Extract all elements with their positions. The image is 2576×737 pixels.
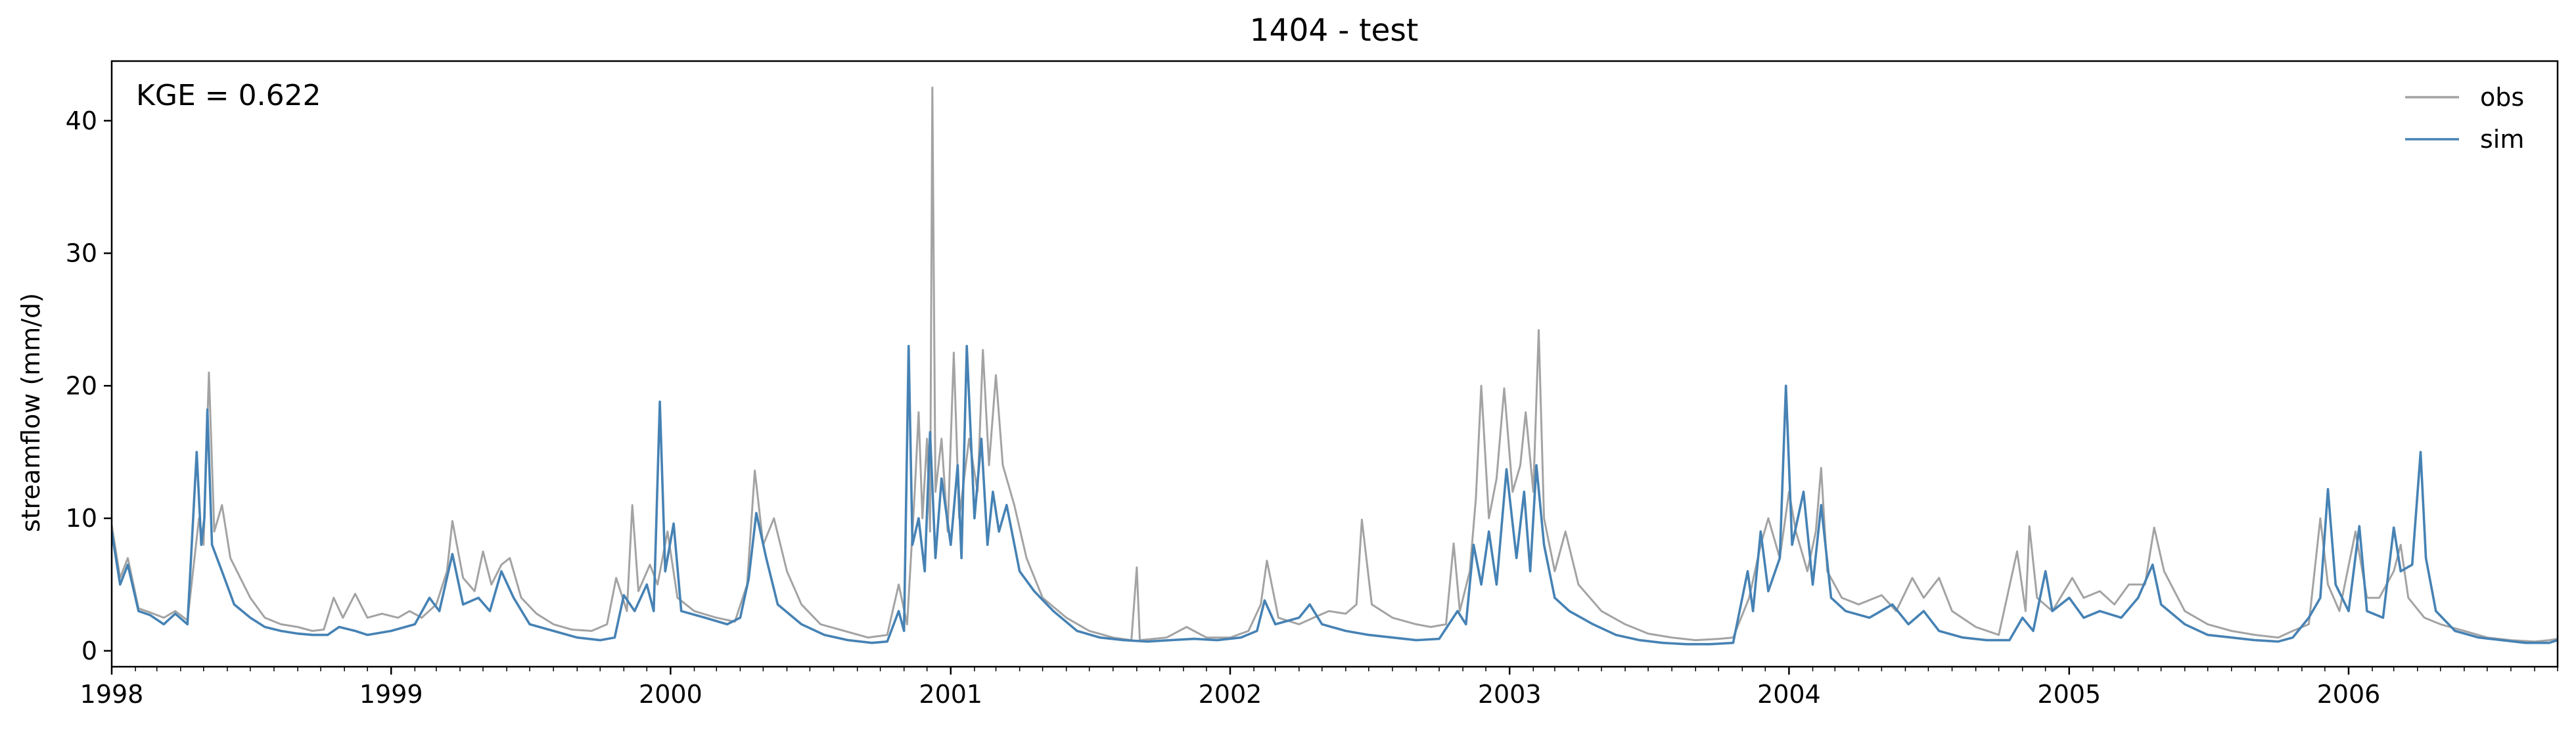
legend-label-obs: obs [2480,83,2524,112]
y-tick-label-40: 40 [66,106,97,135]
x-tick-label-2004: 2004 [1757,680,1821,709]
x-tick-label-1999: 1999 [359,680,423,709]
x-tick-label-2002: 2002 [1199,680,1262,709]
x-tick-label-2005: 2005 [2037,680,2101,709]
kge-annotation: KGE = 0.622 [136,79,321,112]
x-tick-label-1998: 1998 [80,680,144,709]
legend-label-sim: sim [2480,125,2524,154]
y-axis: 0 10 20 30 40 [66,106,112,665]
plot-area [110,60,2559,668]
series-line-sim [112,344,2558,646]
y-axis-label: streamflow (mm/d) [16,293,45,532]
series-layer [112,86,2558,646]
x-tick-label-2000: 2000 [639,680,702,709]
y-tick-label-20: 20 [66,371,97,400]
x-tick-label-2006: 2006 [2317,680,2381,709]
plot-frame [110,60,2559,668]
y-tick-label-10: 10 [66,504,97,533]
y-tick-label-0: 0 [81,636,97,665]
x-tick-label-2003: 2003 [1478,680,1542,709]
chart-legend: obs sim [2405,83,2524,154]
chart-title: 1404 - test [1250,12,1419,49]
y-tick-label-30: 30 [66,239,97,268]
x-axis: 1998 1999 2000 2001 2002 2003 2004 2005 2006 [80,667,2558,709]
x-tick-label-2001: 2001 [919,680,982,709]
